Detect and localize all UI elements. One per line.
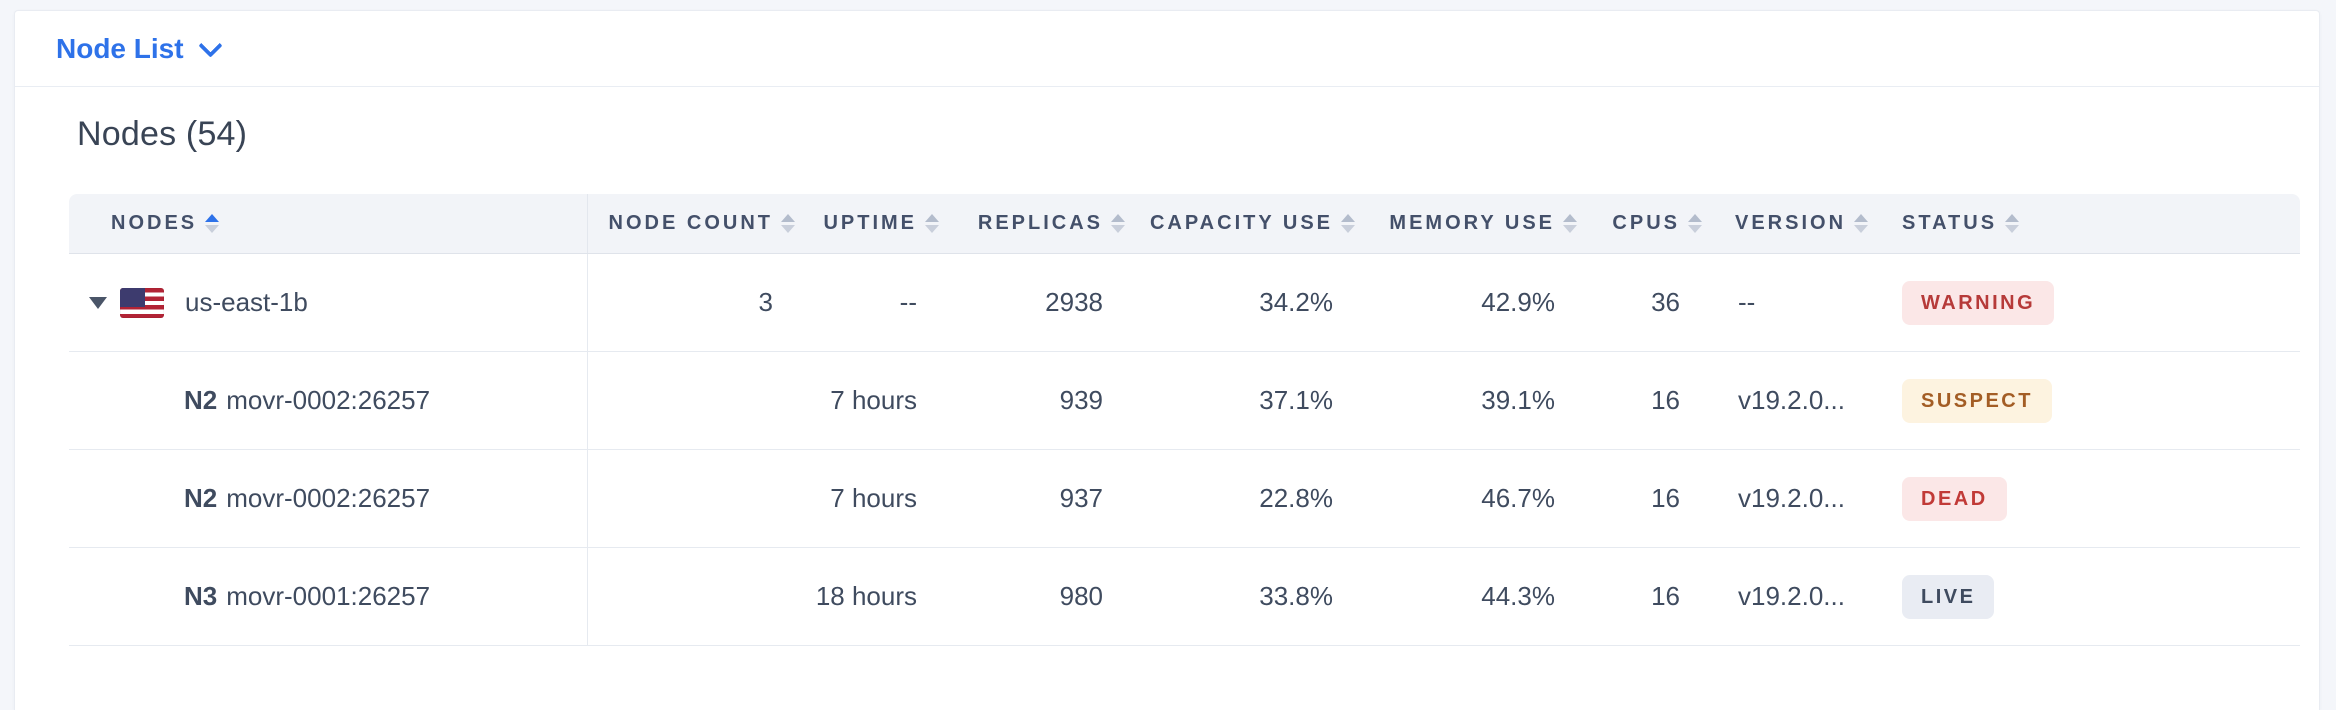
column-header-nodes[interactable]: NODES [69,194,588,253]
card-topbar: Node List [15,11,2319,87]
sort-icon [781,214,795,233]
column-header-node-count[interactable]: NODE COUNT [588,194,795,253]
sort-icon [1563,214,1577,233]
node-list-card: Node List Nodes (54) NODES NODE COUNT UP… [14,10,2320,710]
node-id: N3 [184,581,218,611]
table-row-node[interactable]: N2 movr-0002:26257 7 hours 939 37.1% 39.… [69,352,2300,450]
column-header-label: NODES [111,212,198,234]
us-flag-icon [120,287,164,318]
column-header-cpus[interactable]: CPUS [1577,194,1702,253]
capacity-use-cell: 37.1% [1259,385,1333,415]
status-cell: SUSPECT [1869,378,2300,423]
column-header-capacity-use[interactable]: CAPACITY USE [1125,194,1355,253]
status-badge: WARNING [1902,280,2055,325]
node-id: N2 [184,385,218,415]
capacity-use-cell: 33.8% [1259,581,1333,611]
table-row-region[interactable]: us-east-1b 3 -- 2938 34.2% 42.9% 36 -- W… [69,254,2300,352]
region-name: us-east-1b [185,287,308,317]
status-badge: LIVE [1902,574,1995,619]
cpus-cell: 16 [1651,483,1680,513]
column-header-status[interactable]: STATUS [1869,194,2300,253]
column-header-label: UPTIME [823,212,917,234]
node-id: N2 [184,483,218,513]
view-selector-dropdown[interactable]: Node List [56,32,223,65]
caret-collapse-icon[interactable] [89,296,107,309]
replicas-cell: 937 [1059,483,1103,513]
capacity-use-cell: 34.2% [1259,287,1333,317]
version-cell: -- [1738,287,1756,317]
memory-use-cell: 42.9% [1481,287,1555,317]
node-name-cell: N2 movr-0002:26257 [69,352,588,449]
column-header-memory-use[interactable]: MEMORY USE [1355,194,1577,253]
column-header-uptime[interactable]: UPTIME [795,194,939,253]
uptime-cell: 18 hours [815,581,917,611]
replicas-cell: 980 [1059,581,1103,611]
column-header-label: NODE COUNT [608,212,773,234]
uptime-cell: 7 hours [830,385,917,415]
table-header-row: NODES NODE COUNT UPTIME REPLICAS CAPACIT… [69,194,2300,254]
status-badge: DEAD [1902,476,2007,521]
sort-icon [1854,214,1869,233]
cpus-cell: 36 [1651,287,1680,317]
table-row-node[interactable]: N2 movr-0002:26257 7 hours 937 22.8% 46.… [69,450,2300,548]
node-address: movr-0001:26257 [226,581,431,611]
replicas-cell: 2938 [1045,287,1103,317]
column-header-label: REPLICAS [977,212,1103,234]
version-cell: v19.2.0... [1738,483,1845,513]
column-header-label: VERSION [1735,212,1847,234]
region-cell: us-east-1b [69,254,588,351]
sort-icon [1111,214,1125,233]
uptime-cell: 7 hours [830,483,917,513]
nodes-table: NODES NODE COUNT UPTIME REPLICAS CAPACIT… [69,194,2300,646]
status-cell: DEAD [1869,476,2300,521]
column-header-version[interactable]: VERSION [1702,194,1869,253]
node-address: movr-0002:26257 [226,483,431,513]
uptime-cell: -- [899,287,917,317]
cpus-cell: 16 [1651,581,1680,611]
sort-icon [1341,214,1355,233]
node-name-cell: N2 movr-0002:26257 [69,450,588,547]
status-badge: SUSPECT [1902,378,2052,423]
memory-use-cell: 46.7% [1481,483,1555,513]
node-name-cell: N3 movr-0001:26257 [69,548,588,645]
sort-icon [205,214,220,233]
node-count-cell: 3 [758,287,773,317]
capacity-use-cell: 22.8% [1259,483,1333,513]
status-cell: LIVE [1869,574,2300,619]
card-body: Nodes (54) NODES NODE COUNT UPTIME REPLI… [15,87,2319,646]
sort-icon [1688,214,1702,233]
chevron-down-icon [198,33,223,58]
status-cell: WARNING [1869,280,2300,325]
page-title: Nodes (54) [77,115,248,153]
sort-icon [925,214,939,233]
column-header-label: MEMORY USE [1389,212,1555,234]
replicas-cell: 939 [1059,385,1103,415]
version-cell: v19.2.0... [1738,581,1845,611]
cpus-cell: 16 [1651,385,1680,415]
column-header-label: CAPACITY USE [1149,212,1333,234]
memory-use-cell: 39.1% [1481,385,1555,415]
view-selector-label: Node List [56,32,184,64]
version-cell: v19.2.0... [1738,385,1845,415]
node-address: movr-0002:26257 [226,385,431,415]
column-header-replicas[interactable]: REPLICAS [939,194,1125,253]
table-row-node[interactable]: N3 movr-0001:26257 18 hours 980 33.8% 44… [69,548,2300,646]
sort-icon [2005,214,2020,233]
column-header-label: CPUS [1612,212,1680,234]
memory-use-cell: 44.3% [1481,581,1555,611]
column-header-label: STATUS [1902,212,1998,234]
